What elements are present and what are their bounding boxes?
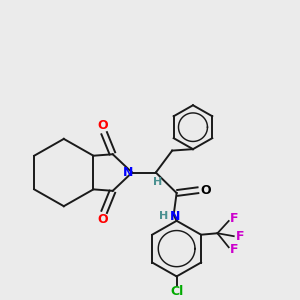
Text: O: O bbox=[97, 119, 108, 132]
Text: H: H bbox=[159, 212, 168, 221]
Text: F: F bbox=[230, 243, 238, 256]
Text: O: O bbox=[97, 213, 108, 226]
Text: F: F bbox=[230, 212, 238, 225]
Text: N: N bbox=[170, 210, 180, 223]
Text: F: F bbox=[236, 230, 244, 243]
Text: N: N bbox=[122, 166, 133, 179]
Text: Cl: Cl bbox=[170, 285, 183, 298]
Text: H: H bbox=[153, 177, 162, 187]
Text: O: O bbox=[200, 184, 211, 196]
